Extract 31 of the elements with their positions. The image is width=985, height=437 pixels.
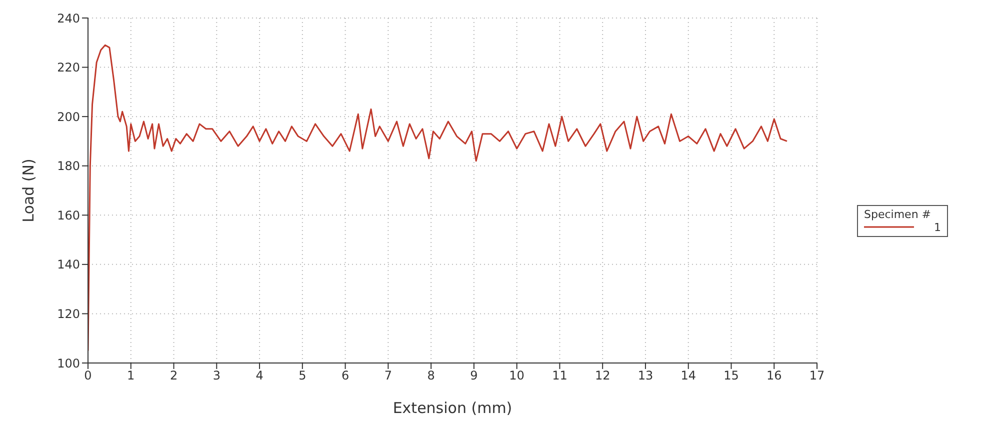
x-tick-label: 4 — [256, 368, 264, 383]
x-tick-label: 11 — [552, 368, 568, 383]
x-tick-label: 7 — [384, 368, 392, 383]
y-tick-label: 160 — [57, 208, 80, 222]
x-tick-label: 9 — [470, 368, 478, 383]
y-tick-label: 220 — [57, 60, 80, 75]
x-tick-label: 17 — [809, 368, 825, 383]
y-tick-label: 200 — [57, 110, 80, 124]
x-tick-label: 10 — [509, 368, 524, 383]
legend-title: Specimen # — [864, 208, 932, 220]
x-tick-label: 16 — [766, 368, 782, 383]
x-tick-label: 13 — [638, 368, 654, 383]
legend-label: 1 — [934, 220, 941, 234]
y-tick-label: 100 — [57, 356, 80, 370]
line-series — [88, 44, 788, 352]
x-tick-label: 5 — [298, 368, 306, 383]
x-tick-label: 15 — [724, 368, 739, 383]
y-tick-label: 180 — [57, 159, 80, 174]
x-tick-label: 0 — [84, 368, 92, 383]
x-tick-label: 3 — [212, 368, 220, 383]
y-tick-label: 120 — [57, 306, 80, 321]
x-tick-label: 14 — [680, 368, 696, 383]
y-axis-title: Load (N) — [19, 158, 38, 222]
x-tick-label: 6 — [341, 368, 350, 383]
x-tick-label: 8 — [427, 368, 435, 383]
y-tick-label: 140 — [57, 258, 80, 272]
x-tick-label: 1 — [127, 368, 135, 383]
x-tick-label: 12 — [594, 368, 610, 383]
x-axis-title: Extension (mm) — [392, 399, 512, 417]
x-tick-label: 2 — [170, 368, 178, 383]
y-tick-label: 240 — [57, 11, 80, 26]
